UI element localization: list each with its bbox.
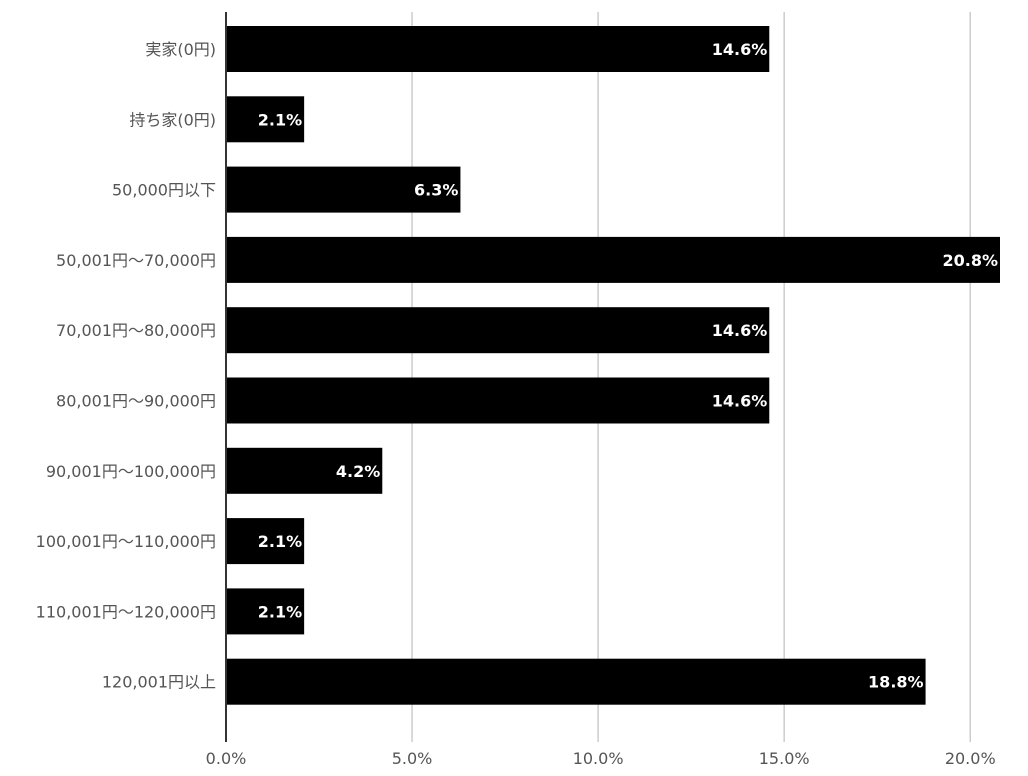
bar-value-label: 6.3% xyxy=(414,181,458,200)
bar xyxy=(226,377,770,424)
category-label: 80,001円〜90,000円 xyxy=(56,392,216,411)
bar xyxy=(226,307,770,354)
bar xyxy=(226,518,305,565)
bar xyxy=(226,26,770,72)
category-label: 50,001円〜70,000円 xyxy=(56,251,216,270)
bar xyxy=(226,166,461,213)
bar xyxy=(226,447,383,494)
bar xyxy=(226,96,305,143)
category-label: 実家(0円) xyxy=(145,40,216,59)
bar xyxy=(226,236,1000,283)
category-label: 90,001円〜100,000円 xyxy=(46,462,216,481)
bar-value-label: 2.1% xyxy=(258,532,302,551)
bar-value-label: 14.6% xyxy=(712,392,768,411)
gridlines xyxy=(411,12,971,742)
bar-value-label: 2.1% xyxy=(258,602,302,621)
category-label: 70,001円〜80,000円 xyxy=(56,321,216,340)
x-tick-label: 15.0% xyxy=(759,749,810,768)
category-label: 100,001円〜110,000円 xyxy=(36,532,216,551)
x-axis-tick-labels: 0.0% 5.0% 10.0% 15.0% 20.0% xyxy=(206,749,996,768)
category-labels: 実家(0円) 持ち家(0円) 50,000円以下 50,001円〜70,000円 70,… xyxy=(36,40,216,692)
x-tick-label: 0.0% xyxy=(206,749,247,768)
bar-value-label: 14.6% xyxy=(712,40,768,59)
bar xyxy=(226,588,305,635)
category-label: 120,001円以上 xyxy=(102,673,216,692)
category-label: 110,001円〜120,000円 xyxy=(36,602,216,621)
bar xyxy=(226,658,926,705)
bar-value-label: 4.2% xyxy=(336,462,380,481)
category-label: 持ち家(0円) xyxy=(129,110,216,129)
bar-value-label: 2.1% xyxy=(258,110,302,129)
category-label: 50,000円以下 xyxy=(112,181,216,200)
bar-value-label: 14.6% xyxy=(712,321,768,340)
bar-value-label: 20.8% xyxy=(942,251,998,270)
x-tick-label: 5.0% xyxy=(392,749,433,768)
bars: 14.6% 2.1% 6.3% 20.8% 14.6% 14.6% 4.2% 2.1% 2.1%… xyxy=(226,26,1000,705)
x-tick-label: 10.0% xyxy=(573,749,624,768)
bar-value-label: 18.8% xyxy=(868,673,924,692)
x-tick-label: 20.0% xyxy=(945,749,996,768)
